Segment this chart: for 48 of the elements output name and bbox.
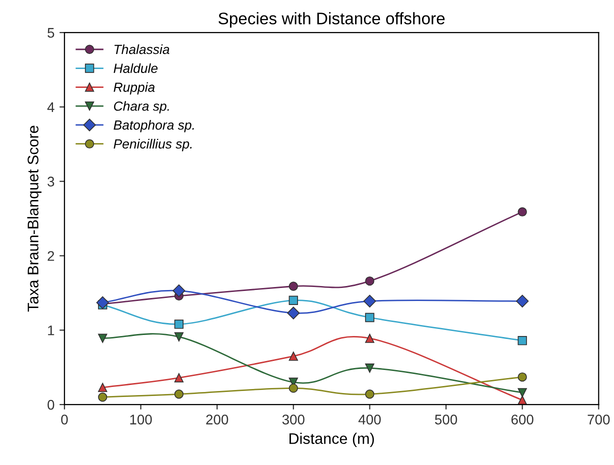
point	[365, 276, 374, 286]
point	[365, 312, 374, 322]
point	[365, 334, 374, 343]
y-tick-label: 4	[47, 102, 54, 112]
point	[518, 372, 527, 382]
point	[288, 282, 298, 291]
x-tick-label: 700	[588, 414, 610, 424]
x-tick-label: 0	[61, 414, 68, 424]
point	[174, 373, 184, 382]
y-tick-label: 3	[48, 176, 54, 187]
point	[98, 334, 108, 343]
point	[172, 284, 186, 298]
point	[174, 320, 184, 329]
legend-label: Chara sp.	[114, 101, 169, 114]
legend-label: Thalassia	[114, 44, 170, 54]
legend-label: Penicillius sp.	[114, 138, 192, 152]
legend-label: Haldule	[114, 63, 158, 74]
legend-label: Batophora sp.	[114, 120, 194, 132]
legend-label: Ruppia	[114, 82, 155, 95]
x-tick-label: 600	[511, 414, 534, 424]
point	[518, 388, 527, 398]
point	[363, 294, 376, 308]
point	[288, 352, 298, 361]
x-tick-label: 200	[206, 414, 228, 424]
point	[518, 207, 527, 216]
y-axis-title: Taxa Braun-Blanquet Score	[27, 126, 42, 312]
x-axis-title: Distance (m)	[290, 432, 374, 448]
x-tick-label: 500	[434, 414, 458, 424]
y-tick-label: 1	[48, 326, 54, 336]
point	[288, 296, 298, 305]
point	[98, 392, 108, 402]
point	[287, 306, 300, 320]
point	[98, 382, 108, 392]
point	[96, 296, 109, 309]
x-tick-label: 400	[358, 414, 381, 424]
x-tick-label: 300	[282, 414, 304, 424]
chart-title: Species with Distance offshore	[218, 12, 445, 28]
y-tick-label: 0	[48, 400, 54, 410]
point	[365, 364, 374, 373]
point	[174, 332, 184, 342]
point	[518, 336, 527, 346]
y-tick-label: 5	[48, 28, 54, 38]
point	[288, 384, 298, 393]
point	[365, 390, 374, 399]
x-tick-label: 100	[130, 414, 152, 424]
point	[174, 390, 184, 399]
point	[516, 294, 529, 308]
y-tick-label: 2	[48, 251, 54, 261]
